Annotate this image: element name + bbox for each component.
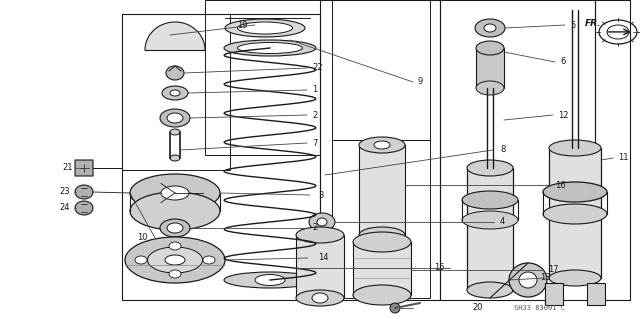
Ellipse shape xyxy=(467,160,513,176)
Ellipse shape xyxy=(170,129,180,135)
Text: 23: 23 xyxy=(60,188,70,197)
Ellipse shape xyxy=(166,66,184,80)
Bar xyxy=(587,283,605,305)
FancyBboxPatch shape xyxy=(75,160,93,176)
Ellipse shape xyxy=(147,247,202,273)
Ellipse shape xyxy=(353,232,411,252)
Ellipse shape xyxy=(75,201,93,215)
Ellipse shape xyxy=(167,113,183,123)
Ellipse shape xyxy=(353,285,411,305)
Ellipse shape xyxy=(237,42,303,54)
Ellipse shape xyxy=(224,272,316,288)
Text: 9: 9 xyxy=(418,78,423,86)
Ellipse shape xyxy=(162,86,188,100)
Ellipse shape xyxy=(135,256,147,264)
Bar xyxy=(545,283,563,305)
Bar xyxy=(467,168,513,290)
Text: 13: 13 xyxy=(540,273,550,283)
Ellipse shape xyxy=(130,192,220,230)
Ellipse shape xyxy=(543,182,607,202)
Ellipse shape xyxy=(170,90,180,96)
Ellipse shape xyxy=(237,22,292,34)
Ellipse shape xyxy=(165,255,185,265)
Text: 11: 11 xyxy=(618,153,628,162)
Ellipse shape xyxy=(476,81,504,95)
Bar xyxy=(353,242,411,295)
Text: 12: 12 xyxy=(558,110,568,120)
Bar xyxy=(359,145,405,235)
Ellipse shape xyxy=(484,24,496,32)
Ellipse shape xyxy=(359,227,405,243)
Ellipse shape xyxy=(549,270,601,286)
Ellipse shape xyxy=(224,40,316,56)
Ellipse shape xyxy=(296,290,344,306)
Bar xyxy=(440,0,595,300)
Bar xyxy=(549,148,601,278)
Ellipse shape xyxy=(475,19,505,37)
Ellipse shape xyxy=(309,213,335,231)
Ellipse shape xyxy=(543,204,607,224)
Ellipse shape xyxy=(169,242,181,250)
Text: FR.: FR. xyxy=(585,19,602,28)
Bar xyxy=(296,235,344,298)
Ellipse shape xyxy=(467,282,513,298)
Text: 1: 1 xyxy=(312,85,317,94)
Ellipse shape xyxy=(160,109,190,127)
Ellipse shape xyxy=(130,174,220,212)
Text: 21: 21 xyxy=(63,164,73,173)
Text: 24: 24 xyxy=(60,204,70,212)
Ellipse shape xyxy=(167,223,183,233)
Text: 2: 2 xyxy=(312,110,317,120)
Text: 2: 2 xyxy=(312,224,317,233)
Ellipse shape xyxy=(519,272,537,288)
Ellipse shape xyxy=(476,41,504,55)
Ellipse shape xyxy=(296,227,344,243)
Text: 15: 15 xyxy=(435,263,445,272)
Text: 6: 6 xyxy=(560,57,565,66)
Text: 17: 17 xyxy=(548,265,559,275)
Text: 22: 22 xyxy=(312,63,323,72)
Ellipse shape xyxy=(169,270,181,278)
Text: 4: 4 xyxy=(500,218,505,226)
Text: 14: 14 xyxy=(318,254,328,263)
Text: 18: 18 xyxy=(638,27,640,36)
Text: 5: 5 xyxy=(570,20,575,29)
Ellipse shape xyxy=(549,140,601,156)
Text: 3: 3 xyxy=(318,190,323,199)
Text: 8: 8 xyxy=(500,145,506,154)
Ellipse shape xyxy=(125,237,225,283)
Ellipse shape xyxy=(161,186,189,200)
Ellipse shape xyxy=(225,19,305,37)
Ellipse shape xyxy=(374,141,390,149)
Text: SH33 83001 C: SH33 83001 C xyxy=(515,305,566,311)
Bar xyxy=(205,0,320,155)
Ellipse shape xyxy=(203,256,215,264)
Bar xyxy=(364,235,400,255)
Bar xyxy=(332,140,430,298)
Ellipse shape xyxy=(170,155,180,161)
Text: 20: 20 xyxy=(472,303,483,313)
Ellipse shape xyxy=(462,191,518,209)
Ellipse shape xyxy=(255,275,285,286)
Bar xyxy=(595,0,630,300)
Ellipse shape xyxy=(359,137,405,153)
Bar xyxy=(320,0,440,300)
Ellipse shape xyxy=(75,185,93,199)
Bar xyxy=(122,14,320,300)
Text: 19: 19 xyxy=(237,20,248,29)
Text: 10: 10 xyxy=(138,234,148,242)
Polygon shape xyxy=(145,22,205,50)
Bar xyxy=(332,0,430,140)
Ellipse shape xyxy=(317,218,327,226)
Bar xyxy=(476,48,504,88)
Bar xyxy=(122,14,230,170)
Text: 16: 16 xyxy=(555,181,566,189)
Text: 7: 7 xyxy=(312,138,317,147)
Ellipse shape xyxy=(390,303,400,313)
Ellipse shape xyxy=(462,211,518,229)
Ellipse shape xyxy=(160,219,190,237)
Ellipse shape xyxy=(312,293,328,303)
Ellipse shape xyxy=(509,263,547,297)
